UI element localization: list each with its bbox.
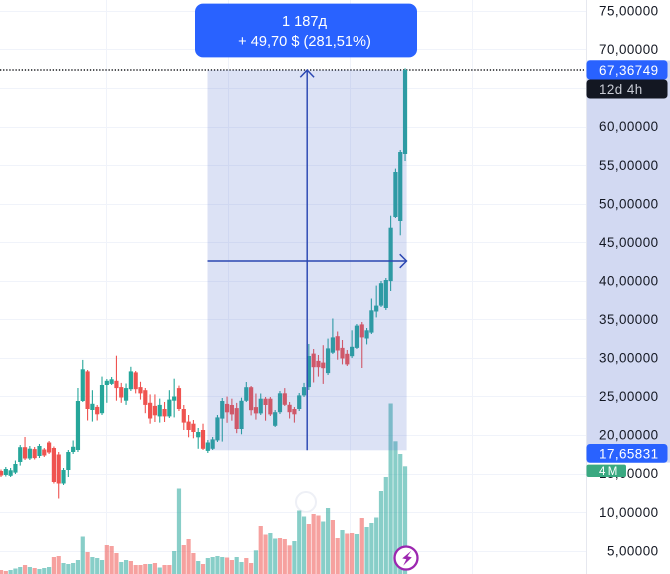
svg-text:+ 49,70 $ (281,51%): + 49,70 $ (281,51%)	[238, 34, 371, 50]
svg-text:4 M: 4 M	[599, 466, 617, 478]
svg-text:20,00000: 20,00000	[599, 428, 658, 443]
svg-text:40,00000: 40,00000	[599, 273, 658, 288]
svg-text:55,00000: 55,00000	[599, 158, 658, 173]
svg-text:12d 4h: 12d 4h	[599, 82, 643, 97]
svg-text:25,00000: 25,00000	[599, 389, 658, 404]
svg-text:17,65831: 17,65831	[599, 447, 658, 462]
svg-text:5,00000: 5,00000	[607, 543, 659, 558]
svg-text:60,00000: 60,00000	[599, 119, 658, 134]
svg-text:70,00000: 70,00000	[599, 42, 658, 57]
svg-text:35,00000: 35,00000	[599, 312, 658, 327]
svg-text:75,00000: 75,00000	[599, 4, 658, 19]
svg-text:45,00000: 45,00000	[599, 235, 658, 250]
svg-text:67,36749: 67,36749	[599, 63, 658, 78]
svg-text:1 187д: 1 187д	[282, 14, 328, 30]
svg-text:30,00000: 30,00000	[599, 351, 658, 366]
svg-text:50,00000: 50,00000	[599, 196, 658, 211]
svg-text:10,00000: 10,00000	[599, 505, 658, 520]
